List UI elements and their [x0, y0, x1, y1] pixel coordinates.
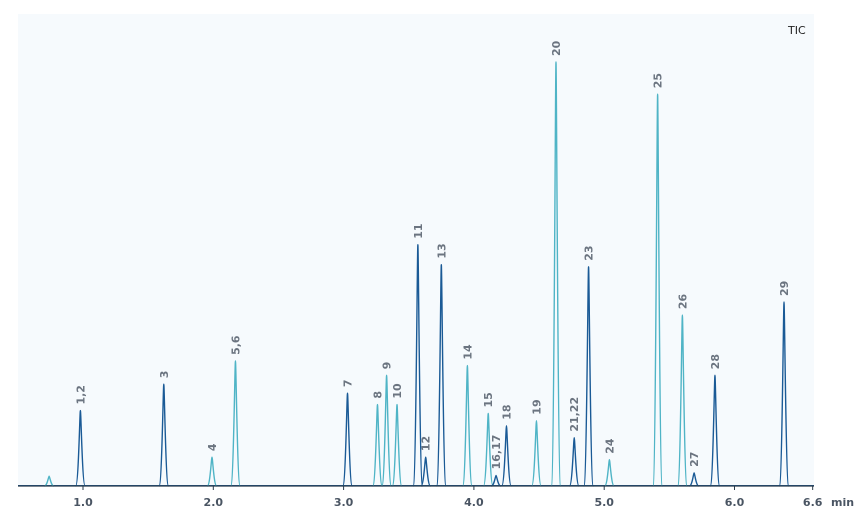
- x-axis-ticks: 1.0 2.0 3.0 4.0 5.0 6.0 6.6: [73, 486, 823, 509]
- peak-label: 19: [530, 399, 543, 414]
- peak-label: 9: [381, 362, 394, 370]
- chromatogram-traces: [18, 61, 814, 487]
- peak-label: 25: [652, 73, 665, 88]
- peak-21-22: [568, 436, 580, 487]
- x-tick-label: 2.0: [204, 496, 224, 509]
- peak-13: [435, 263, 447, 487]
- x-tick-label: 6.0: [725, 496, 745, 509]
- peak-14: [461, 364, 473, 487]
- x-tick-label: 6.6: [803, 496, 823, 509]
- x-unit-label: min: [831, 496, 854, 509]
- x-tick-label: 5.0: [594, 496, 614, 509]
- peak-9: [381, 374, 392, 487]
- tic-label: TIC: [787, 24, 806, 37]
- peak-label: 7: [342, 379, 355, 387]
- peak-29: [778, 301, 790, 487]
- peak-label: 8: [371, 391, 384, 399]
- peak-label: 5,6: [229, 335, 242, 355]
- peak-23: [583, 266, 594, 487]
- peak-labels: 1,2 3 4 5,6 7 8 9 10 11 12 13 14 15 16,17 18 19 20 21,22 2…: [74, 40, 791, 469]
- peak-18: [501, 425, 512, 487]
- peak-15: [482, 412, 494, 487]
- peak-label: 29: [778, 281, 791, 296]
- peak-label: 24: [603, 438, 616, 454]
- peak-3: [158, 383, 170, 487]
- x-tick-label: 4.0: [464, 496, 484, 509]
- peak-19: [531, 419, 542, 487]
- peak-25: [652, 93, 664, 487]
- peak-1-2: [75, 409, 86, 487]
- peak-label: 26: [676, 293, 689, 309]
- peak-label: 15: [482, 392, 495, 407]
- peak-5-6: [230, 360, 241, 487]
- peak-label: 3: [158, 371, 171, 379]
- peak-label: 14: [461, 344, 474, 360]
- peak-20: [550, 61, 562, 487]
- peak-unlabeled: [44, 475, 55, 487]
- peak-label: 16,17: [490, 435, 503, 470]
- peak-label: 18: [500, 404, 513, 419]
- peak-10: [391, 403, 403, 487]
- peak-label: 13: [435, 243, 448, 258]
- peak-11: [412, 243, 424, 487]
- peak-label: 23: [583, 245, 596, 260]
- peak-8: [372, 403, 383, 487]
- peak-label: 1,2: [74, 385, 87, 405]
- peak-7: [342, 392, 353, 487]
- peak-label: 11: [412, 223, 425, 238]
- peak-label: 10: [391, 383, 404, 399]
- peak-label: 4: [206, 443, 219, 451]
- peak-4: [206, 456, 218, 487]
- peak-27: [689, 472, 700, 487]
- peak-12: [420, 456, 432, 487]
- peak-label: 20: [550, 40, 563, 56]
- peak-label: 28: [709, 354, 722, 369]
- peak-24: [604, 459, 615, 487]
- peak-28: [709, 374, 721, 487]
- peak-26: [676, 314, 688, 487]
- peak-label: 27: [688, 452, 701, 467]
- x-tick-label: 3.0: [334, 496, 354, 509]
- peak-label: 12: [420, 436, 433, 451]
- peak-label: 21,22: [568, 397, 581, 432]
- peak-16-17: [491, 474, 502, 487]
- x-tick-label: 1.0: [73, 496, 93, 509]
